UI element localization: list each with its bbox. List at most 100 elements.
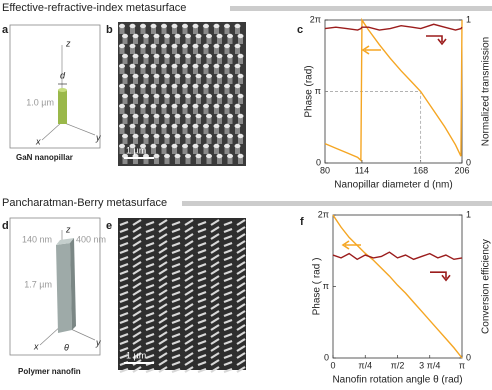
fin: [171, 255, 181, 262]
fin: [119, 262, 129, 269]
fin: [171, 353, 181, 360]
pillar-top: [206, 33, 212, 39]
fin: [145, 269, 155, 276]
fin: [119, 297, 129, 304]
pillar: [238, 36, 243, 44]
fin: [223, 304, 233, 311]
x-tick-label: 168: [413, 165, 428, 175]
pillar: [151, 146, 156, 154]
pillar: [227, 136, 233, 144]
pillar-top: [237, 133, 244, 139]
section-bar: [182, 201, 492, 206]
pillar-top: [182, 143, 188, 149]
fin: [171, 367, 181, 374]
fin: [171, 241, 181, 248]
pillar: [193, 26, 198, 34]
fin: [184, 317, 194, 324]
fin: [171, 283, 181, 290]
fin: [184, 289, 194, 296]
pillar: [143, 116, 149, 124]
axis-label: z: [65, 38, 71, 48]
pillar-top: [161, 23, 167, 29]
pillar-top: [206, 53, 212, 59]
fin: [119, 248, 129, 255]
nanopillar: [58, 90, 67, 124]
fin: [184, 268, 194, 275]
fin: [158, 254, 168, 261]
fin: [132, 310, 142, 317]
pillar-top: [216, 93, 223, 99]
caption: GaN nanopillar: [16, 153, 73, 162]
pillar-top: [153, 73, 160, 79]
pillar: [224, 86, 230, 94]
fin: [197, 346, 207, 353]
pillar: [193, 106, 198, 114]
pillar: [172, 66, 177, 74]
pillar: [193, 46, 198, 54]
pillar-top: [171, 43, 178, 49]
pillar: [164, 56, 170, 64]
fin: [145, 332, 155, 339]
fin: [171, 304, 181, 311]
fin: [236, 254, 246, 261]
pillar-top: [164, 53, 170, 59]
pillar: [235, 26, 240, 34]
fin: [158, 352, 168, 359]
fin: [184, 345, 194, 352]
fin: [197, 290, 207, 297]
pillar-top: [192, 103, 199, 109]
dimension-label: 1.7 µm: [24, 279, 52, 289]
fin: [119, 353, 129, 360]
pillar: [122, 96, 128, 104]
fin: [223, 283, 233, 290]
pillar: [140, 46, 146, 54]
pillar-top: [164, 93, 170, 99]
fin: [197, 227, 207, 234]
pillar-top: [234, 143, 241, 149]
fin: [197, 367, 207, 374]
pillar: [119, 66, 125, 74]
pillar: [238, 156, 243, 164]
axis-arrow: [361, 45, 381, 55]
section-title: Pancharatman-Berry metasurface: [2, 197, 167, 209]
fin: [158, 289, 168, 296]
pillar: [182, 86, 188, 94]
pillar-top: [213, 43, 220, 49]
fin: [210, 296, 220, 303]
fin: [210, 352, 220, 359]
pillar: [133, 36, 138, 44]
pillar-top: [195, 93, 202, 99]
y-tick-label: 2π: [310, 14, 321, 24]
nanofin-side: [70, 238, 76, 330]
pillar-top: [234, 103, 241, 109]
fin: [236, 352, 246, 359]
series-line: [324, 17, 463, 162]
fin: [223, 325, 233, 332]
pillar-top: [119, 103, 125, 109]
fin: [132, 296, 142, 303]
fin: [158, 247, 168, 254]
fin: [223, 262, 233, 269]
pillar-top: [150, 83, 157, 89]
pillar: [206, 56, 212, 64]
fin: [132, 338, 142, 345]
fin: [132, 324, 142, 331]
fin: [119, 325, 129, 332]
fin: [132, 303, 142, 310]
fin: [236, 366, 246, 373]
series-line: [324, 23, 463, 31]
pillar: [172, 86, 177, 94]
pillar-top: [224, 43, 230, 49]
pillar-top: [227, 53, 233, 59]
pillar: [203, 146, 209, 154]
pillar-top: [129, 23, 136, 29]
pillar: [227, 36, 233, 44]
pillar: [119, 126, 125, 134]
fin: [132, 352, 142, 359]
fin: [119, 318, 129, 325]
fin: [119, 269, 129, 276]
pillar: [175, 76, 180, 84]
fin: [184, 282, 194, 289]
fin: [236, 331, 246, 338]
